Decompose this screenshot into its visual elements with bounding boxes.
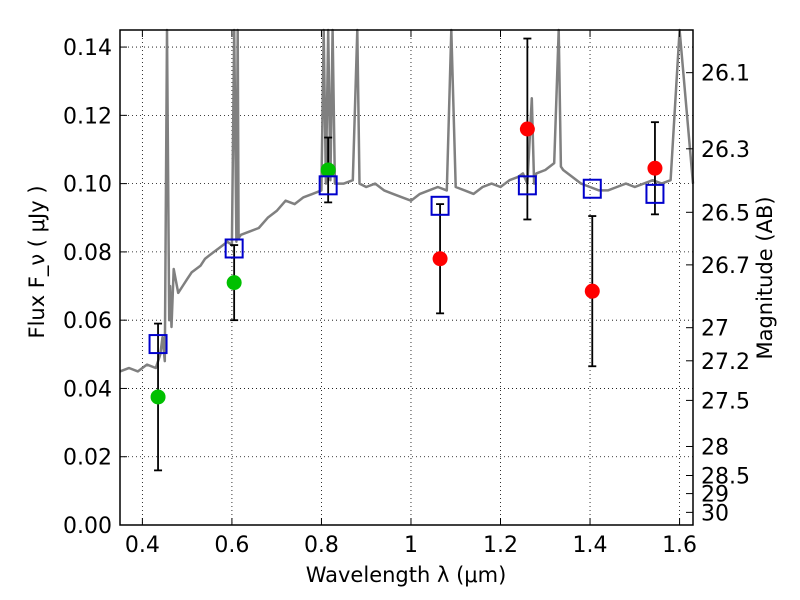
- right-tick-label: 29: [701, 483, 729, 508]
- right-tick-label: 27.5: [701, 389, 750, 414]
- right-tick-label: 28.5: [701, 465, 750, 490]
- y-tick-label: 0.02: [63, 446, 112, 471]
- y-tick-label: 0.06: [63, 309, 112, 334]
- data-point: [226, 275, 242, 291]
- y-tick-label: 0.10: [63, 173, 112, 198]
- x-tick-label: 1.6: [662, 533, 697, 558]
- right-tick-label: 26.3: [701, 138, 750, 163]
- data-point: [584, 283, 600, 299]
- grid: [120, 30, 693, 526]
- right-tick-label: 26.1: [701, 62, 750, 87]
- right-tick-label: 30: [701, 501, 729, 526]
- y-tick-label: 0.12: [63, 104, 112, 129]
- data-point: [519, 121, 535, 137]
- y-ticks: 0.00 0.02 0.04 0.06 0.08 0.10 0.12 0.14: [63, 36, 127, 539]
- model-square: [224, 238, 244, 259]
- x-tick-label: 1.4: [573, 533, 608, 558]
- right-tick-label: 27: [701, 317, 729, 342]
- x-tick-label: 0.6: [214, 533, 249, 558]
- y-axis-label: Flux F_ν ( μJy ): [25, 185, 50, 338]
- x-axis-label: Wavelength λ (μm): [306, 563, 507, 587]
- right-tick-label: 26.7: [701, 254, 750, 279]
- x-tick-label: 0.8: [304, 533, 339, 558]
- spectrum-line: [119, 28, 695, 373]
- model-square: [517, 175, 537, 196]
- data-point: [647, 160, 663, 176]
- plot-area: [120, 30, 693, 525]
- right-tick-label: 28: [701, 435, 729, 460]
- plot-frame: [119, 29, 694, 526]
- y-tick-label: 0.14: [63, 36, 112, 61]
- points-layer: [150, 121, 663, 405]
- spectrum-layer: [119, 28, 695, 373]
- x-ticks: 0.4 0.6 0.8 1 1.2 1.4 1.6: [125, 30, 697, 558]
- right-tick-label: 27.2: [701, 350, 750, 375]
- y-tick-label: 0.08: [63, 241, 112, 266]
- model-square: [582, 178, 602, 199]
- data-point: [150, 389, 166, 405]
- model-square: [430, 195, 450, 216]
- right-axis-label: Magnitude (AB): [753, 196, 777, 359]
- data-point: [432, 251, 448, 267]
- y-tick-label: 0.00: [63, 514, 112, 539]
- x-tick-label: 1.2: [483, 533, 518, 558]
- x-tick-label: 1: [404, 533, 418, 558]
- right-tick-label: 26.5: [701, 201, 750, 226]
- model-square: [645, 183, 665, 204]
- x-tick-label: 0.4: [125, 533, 160, 558]
- model-square: [318, 175, 338, 196]
- data-point: [320, 162, 336, 178]
- y-tick-label: 0.04: [63, 377, 112, 402]
- squares-layer: [148, 175, 665, 355]
- model-square: [148, 334, 168, 355]
